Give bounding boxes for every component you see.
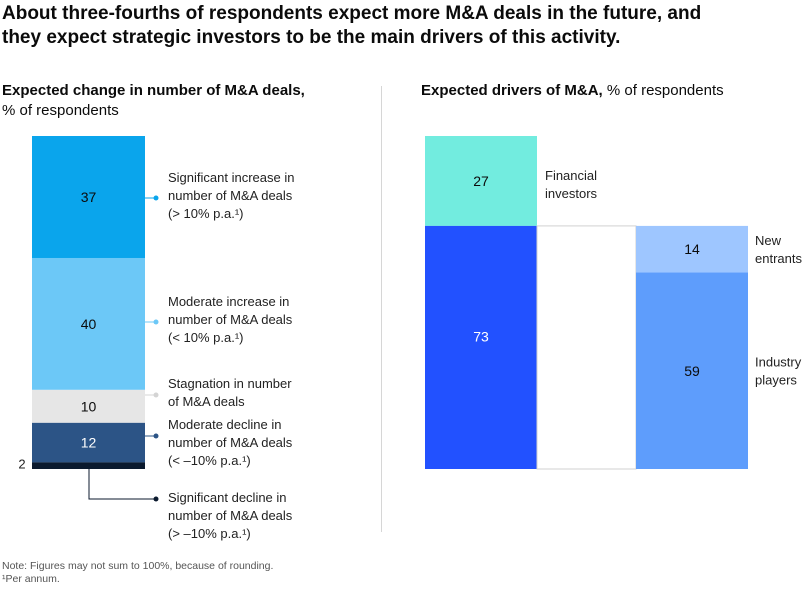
chart-title-line-2: they expect strategic investors to be th… <box>2 27 621 48</box>
bar-segment-strategic-investors <box>425 225 537 469</box>
left-chart-unit: % of respondents <box>2 102 119 119</box>
leader-dot-moderate-decline <box>153 433 159 439</box>
category-label-financial-investors: Financial investors <box>545 168 598 201</box>
value-label-industry-players: 59 <box>684 363 700 379</box>
value-label-new-entrants: 14 <box>684 241 700 257</box>
note-per-annum: ¹Per annum. <box>2 573 60 585</box>
category-label-industry-players: Industry players <box>755 355 802 388</box>
bar-segment-industry-players <box>636 272 748 469</box>
legend-label-significant-increase: Significant increase in number of M&A dea… <box>168 170 294 221</box>
value-label-moderate-decline: 12 <box>81 435 97 451</box>
legend-label-stagnation: Stagnation in number of M&A deals <box>168 376 292 409</box>
legend-label-moderate-increase: Moderate increase in number of M&A deals(… <box>168 294 293 345</box>
bar-segment-significant-decline <box>32 462 145 469</box>
category-label-new-entrants: New entrants <box>755 233 802 266</box>
chart-title: About three-fourths of respondents expec… <box>2 2 802 50</box>
legend-label-moderate-decline: Moderate decline in number of M&A deals (<… <box>168 417 293 468</box>
left-chart-subtitle: Expected change in number of M&A deals, … <box>2 81 362 121</box>
bar-segment-significant-increase <box>32 136 145 258</box>
note-rounding: Note: Figures may not sum to 100%, becau… <box>2 560 274 572</box>
bar-segment-moderate-increase <box>32 257 145 390</box>
left-chart-title: Expected change in number of M&A deals, <box>2 82 305 99</box>
leader-dot-significant-decline <box>153 496 159 502</box>
leader-dot-significant-increase <box>153 195 159 201</box>
value-label-stagnation: 10 <box>81 398 97 414</box>
value-label-moderate-increase: 40 <box>81 316 97 332</box>
right-chart-unit: % of respondents <box>606 82 724 99</box>
right-chart-title: Expected drivers of M&A, <box>421 82 603 99</box>
value-label-strategic-investors: 73 <box>473 328 489 344</box>
chart-title-line-1: About three-fourths of respondents expec… <box>2 3 702 24</box>
panel-divider <box>381 86 382 532</box>
value-label-significant-increase: 37 <box>81 189 97 205</box>
leader-dot-stagnation <box>153 392 159 398</box>
leader-line-significant-decline <box>88 469 156 500</box>
bar-segment-financial-investors <box>425 136 537 226</box>
leader-dot-moderate-increase <box>153 319 159 325</box>
value-label-significant-decline: 2 <box>18 456 25 471</box>
bar-segment-moderate-decline <box>32 422 145 463</box>
bar-segment-new-entrants <box>636 225 748 273</box>
value-label-financial-investors: 27 <box>473 173 489 189</box>
right-chart-subtitle: Expected drivers of M&A, % of respondent… <box>421 81 801 101</box>
footnotes: Note: Figures may not sum to 100%, becau… <box>2 560 273 586</box>
bar-segment-stagnation <box>32 389 145 423</box>
legend-label-significant-decline: Significant decline in number of M&A deal… <box>168 490 293 541</box>
connector-box <box>536 225 637 470</box>
